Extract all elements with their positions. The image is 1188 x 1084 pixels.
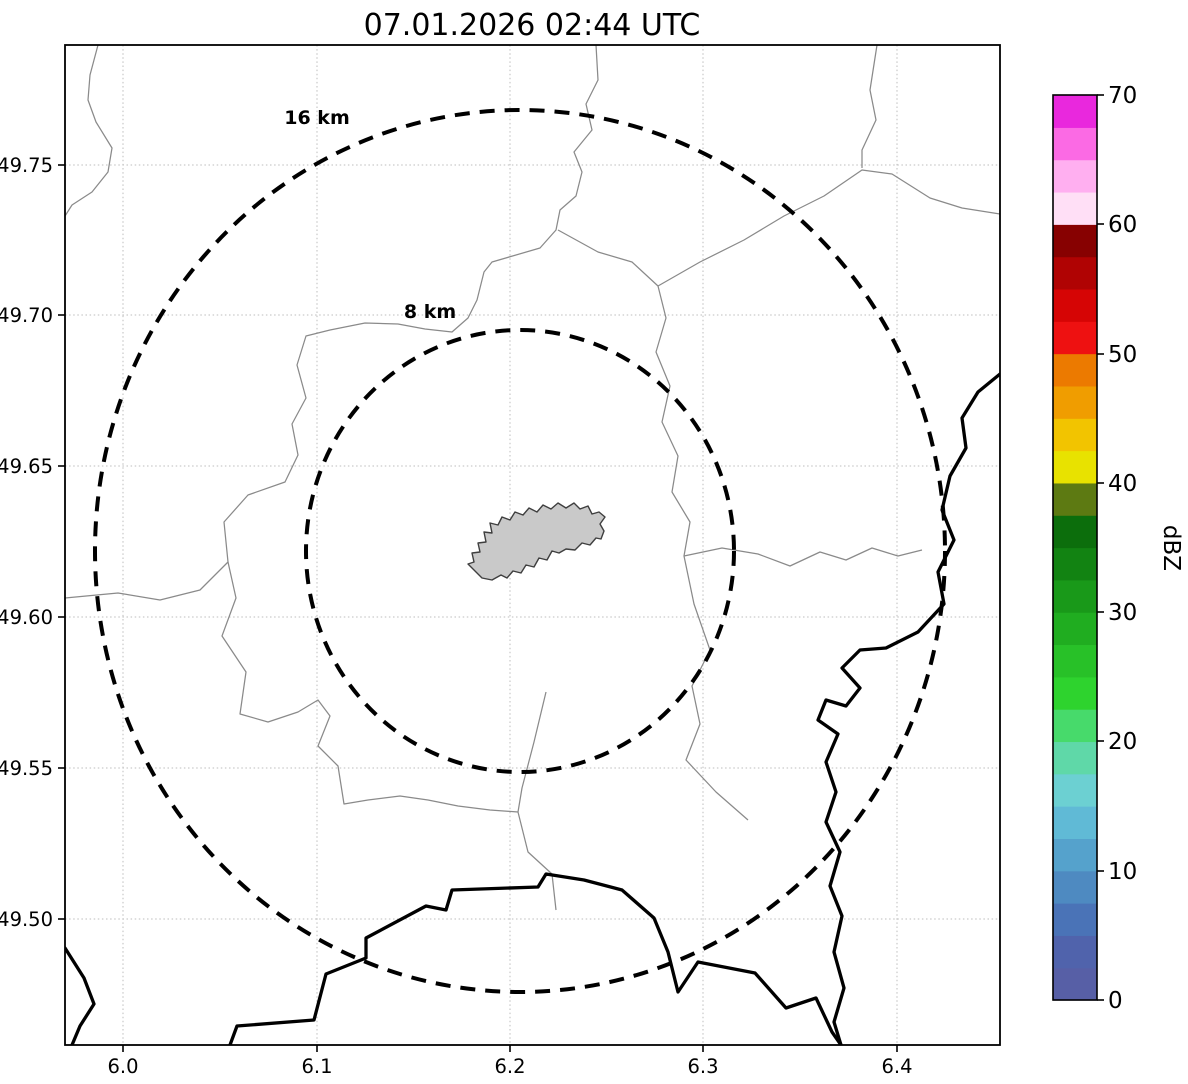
colorbar-segment xyxy=(1053,838,1097,872)
colorbar-segment xyxy=(1053,709,1097,743)
plot-frame xyxy=(64,44,1001,1046)
colorbar-tickmarks xyxy=(1097,94,1104,1001)
y-tick-label: 49.55 xyxy=(0,757,53,780)
admin-boundary-lines xyxy=(65,45,1000,911)
admin-boundary-line xyxy=(683,547,923,567)
colorbar-segment xyxy=(1053,288,1097,322)
range-ring-8km xyxy=(304,328,736,774)
colorbar-tick-label: 10 xyxy=(1108,859,1137,885)
colorbar-tick-label: 50 xyxy=(1108,342,1137,368)
ring-label-16km: 16 km xyxy=(284,107,350,129)
colorbar-tick-label: 70 xyxy=(1108,83,1137,109)
country-border-line-south xyxy=(228,872,843,1045)
admin-boundary-line xyxy=(861,45,878,168)
x-tick-label: 6.3 xyxy=(687,1055,718,1078)
colorbar-segment xyxy=(1053,870,1097,904)
ring-label-8km: 8 km xyxy=(404,301,456,323)
x-tick-label: 6.0 xyxy=(107,1055,138,1078)
colorbar-segment xyxy=(1053,95,1097,128)
y-tick-label: 49.50 xyxy=(0,908,53,931)
colorbar-segment xyxy=(1053,515,1097,549)
map-content xyxy=(65,45,1000,1045)
colorbar-segment xyxy=(1053,321,1097,355)
colorbar-segment xyxy=(1053,579,1097,613)
colorbar-frame xyxy=(1052,94,1098,1001)
colorbar-segment xyxy=(1053,903,1097,936)
y-axis-tick-labels: 49.75 49.70 49.65 49.60 49.55 49.50 xyxy=(0,154,53,931)
colorbar-segment xyxy=(1053,256,1097,290)
admin-boundary-line xyxy=(517,691,547,813)
x-tick-label: 6.1 xyxy=(301,1055,332,1078)
city-boundary-polygon xyxy=(467,502,606,581)
colorbar-tick-labels: 0 10 20 30 40 50 60 70 xyxy=(1108,83,1137,1014)
x-tick-label: 6.2 xyxy=(494,1055,525,1078)
colorbar-segment xyxy=(1053,935,1097,969)
colorbar-segment xyxy=(1053,676,1097,710)
colorbar-segment xyxy=(1053,127,1097,161)
colorbar-tick-label: 20 xyxy=(1108,729,1137,755)
colorbar-segment xyxy=(1053,353,1097,387)
colorbar-tick-label: 60 xyxy=(1108,212,1137,238)
colorbar-segment xyxy=(1053,644,1097,678)
y-tick-label: 49.60 xyxy=(0,606,53,629)
colorbar-segment xyxy=(1053,159,1097,193)
grid xyxy=(65,45,1000,1045)
colorbar: 0 10 20 30 40 50 60 70 dBZ xyxy=(1052,83,1184,1014)
admin-boundary-line xyxy=(65,45,113,217)
country-border-line-southwest xyxy=(65,946,96,1045)
range-ring-16km xyxy=(93,108,947,994)
admin-boundary-line xyxy=(65,45,599,601)
colorbar-segment xyxy=(1053,482,1097,516)
colorbar-tick-label: 30 xyxy=(1108,600,1137,626)
figure-title: 07.01.2026 02:44 UTC xyxy=(364,8,701,43)
admin-boundary-line xyxy=(221,561,519,813)
colorbar-segment xyxy=(1053,191,1097,225)
colorbar-segment xyxy=(1053,547,1097,581)
colorbar-segment xyxy=(1053,741,1097,775)
colorbar-tick-label: 40 xyxy=(1108,471,1137,497)
colorbar-segment xyxy=(1053,967,1097,1001)
country-border-lines xyxy=(65,372,1000,1045)
colorbar-gradient xyxy=(1053,95,1097,1001)
colorbar-segment xyxy=(1053,418,1097,452)
colorbar-tick-label: 0 xyxy=(1108,988,1123,1014)
y-tick-label: 49.65 xyxy=(0,455,53,478)
colorbar-segment xyxy=(1053,806,1097,839)
colorbar-segment xyxy=(1053,385,1097,419)
country-border-line-east xyxy=(816,372,1000,1045)
x-tick-label: 6.4 xyxy=(881,1055,912,1078)
colorbar-axis-label: dBZ xyxy=(1158,525,1184,571)
y-tick-label: 49.70 xyxy=(0,304,53,327)
y-tick-label: 49.75 xyxy=(0,154,53,177)
colorbar-segment xyxy=(1053,612,1097,646)
x-axis-tick-labels: 6.0 6.1 6.2 6.3 6.4 xyxy=(107,1055,912,1078)
admin-boundary-line xyxy=(517,811,557,911)
admin-boundary-line xyxy=(657,169,1000,287)
colorbar-segment xyxy=(1053,224,1097,258)
colorbar-segment xyxy=(1053,773,1097,807)
colorbar-segment xyxy=(1053,450,1097,484)
axis-tickmarks xyxy=(58,164,898,1052)
